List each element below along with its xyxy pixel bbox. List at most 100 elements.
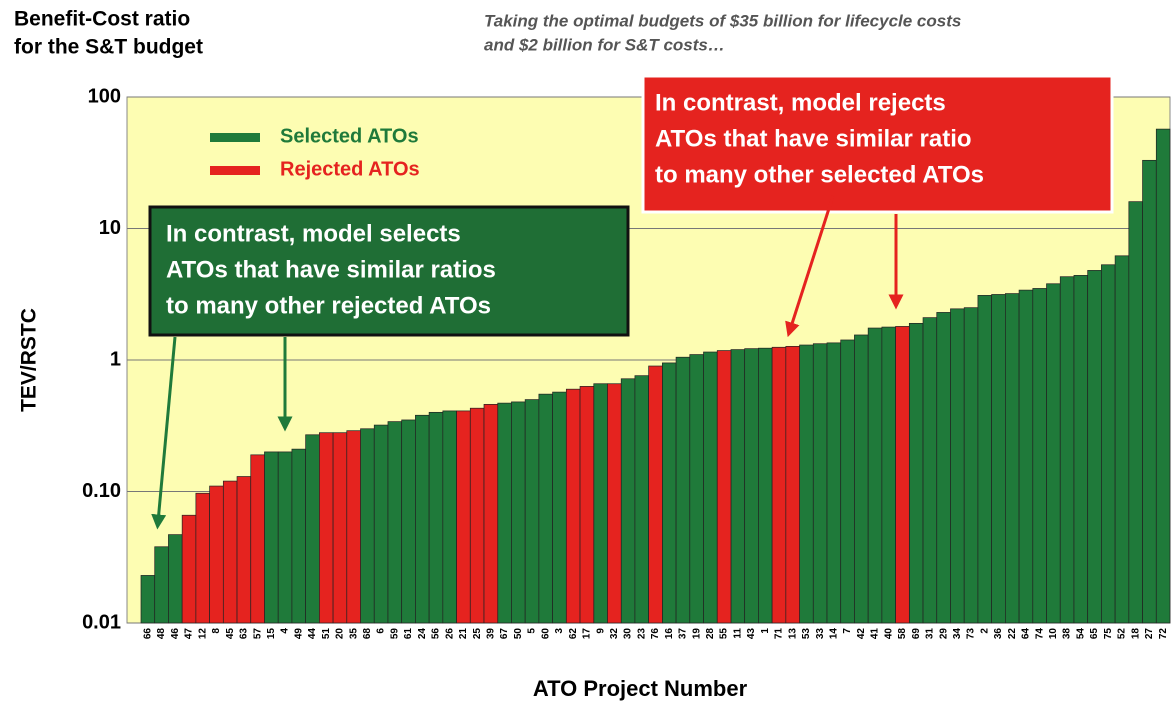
x-tick-label: 39 [486, 628, 497, 640]
bar [785, 345, 800, 624]
subtitle: Taking the optimal budgets of $35 billio… [484, 11, 961, 30]
bar [154, 546, 169, 624]
bar [799, 344, 814, 624]
annotation-box [641, 74, 1114, 214]
x-tick-label: 60 [540, 628, 551, 640]
x-tick-label: 22 [1007, 628, 1018, 640]
x-tick-label: 57 [252, 628, 263, 640]
x-tick-label: 61 [403, 628, 414, 640]
x-tick-label: 16 [664, 628, 675, 640]
bar [305, 434, 320, 624]
bar [552, 391, 567, 624]
bar [922, 317, 938, 624]
legend-label: Selected ATOs [280, 125, 419, 147]
x-tick-label: 50 [513, 628, 524, 640]
bar [1101, 264, 1116, 624]
bar [511, 401, 526, 624]
x-tick-label: 41 [870, 628, 881, 640]
bar [387, 421, 403, 624]
chart-title: for the S&T budget [14, 36, 203, 59]
bar [442, 410, 457, 624]
bar [195, 492, 210, 624]
bar [1032, 288, 1047, 624]
bar [1005, 293, 1020, 624]
bar [716, 350, 732, 624]
legend-swatch [210, 166, 260, 175]
x-tick-label: 3 [554, 628, 565, 634]
x-tick-label: 49 [293, 628, 304, 640]
x-tick-label: 75 [1103, 628, 1114, 640]
legend-label: Rejected ATOs [280, 158, 420, 180]
subtitle: and $2 billion for S&T costs… [484, 35, 725, 54]
bar [1046, 283, 1061, 624]
bar [579, 386, 595, 624]
bar [291, 448, 306, 624]
bar [607, 383, 622, 624]
bar [524, 399, 540, 624]
x-tick-label: 44 [307, 628, 318, 640]
bar [963, 307, 979, 624]
bar [565, 388, 581, 624]
bar [222, 480, 238, 624]
x-tick-label: 6 [376, 628, 387, 634]
bar [1155, 128, 1171, 624]
x-tick-label: 55 [719, 628, 730, 640]
bar [1128, 201, 1143, 624]
x-tick-label: 15 [266, 628, 277, 640]
bar [991, 294, 1006, 624]
bar [675, 356, 691, 624]
x-tick-label: 45 [225, 628, 236, 640]
x-tick-label: 18 [1130, 628, 1141, 640]
bar [483, 403, 499, 624]
x-tick-label: 29 [938, 628, 949, 640]
bar [264, 451, 279, 624]
arrow [785, 195, 835, 338]
annotation-text: ATOs that have similar ratios [166, 256, 496, 283]
x-tick-label: 28 [705, 628, 716, 640]
y-tick-label: 100 [88, 85, 121, 107]
x-tick-label: 21 [458, 628, 469, 640]
bar [908, 322, 924, 624]
bar [1073, 275, 1089, 624]
bar [456, 410, 471, 624]
x-tick-label: 26 [444, 628, 455, 640]
x-tick-label: 35 [348, 628, 359, 640]
x-tick-label: 17 [582, 628, 593, 640]
bar [634, 375, 649, 624]
bar [593, 383, 608, 624]
x-axis-label: ATO Project Number [533, 676, 748, 701]
bar [744, 348, 759, 624]
annotation-text: In contrast, model rejects [655, 89, 946, 116]
x-tick-label: 43 [746, 628, 757, 640]
bar [469, 407, 485, 624]
bar [181, 514, 197, 624]
x-tick-label: 68 [362, 628, 373, 640]
x-tick-label: 64 [1021, 628, 1032, 640]
bar [662, 362, 677, 624]
annotation-text: In contrast, model selects [166, 220, 461, 247]
bar [360, 428, 375, 624]
x-tick-label: 12 [197, 628, 208, 640]
x-tick-label: 1 [760, 628, 771, 634]
y-tick-label: 0.01 [82, 611, 121, 633]
annotation-text: to many other selected ATOs [655, 161, 984, 188]
bar [881, 326, 896, 624]
x-tick-label: 20 [335, 628, 346, 640]
x-tick-label: 67 [499, 628, 510, 640]
x-tick-label: 27 [1144, 628, 1155, 640]
x-tick-label: 31 [925, 628, 936, 640]
bar [826, 342, 842, 624]
bar [730, 349, 746, 624]
x-tick-label: 53 [801, 628, 812, 640]
x-tick-label: 51 [321, 628, 332, 640]
x-tick-label: 46 [170, 628, 181, 640]
x-tick-label: 37 [678, 628, 689, 640]
x-tick-label: 66 [143, 628, 154, 640]
bar [1114, 255, 1130, 624]
bar [401, 419, 416, 624]
bar [277, 451, 293, 624]
bar [373, 424, 389, 624]
bar [620, 378, 636, 624]
x-tick-label: 36 [993, 628, 1004, 640]
